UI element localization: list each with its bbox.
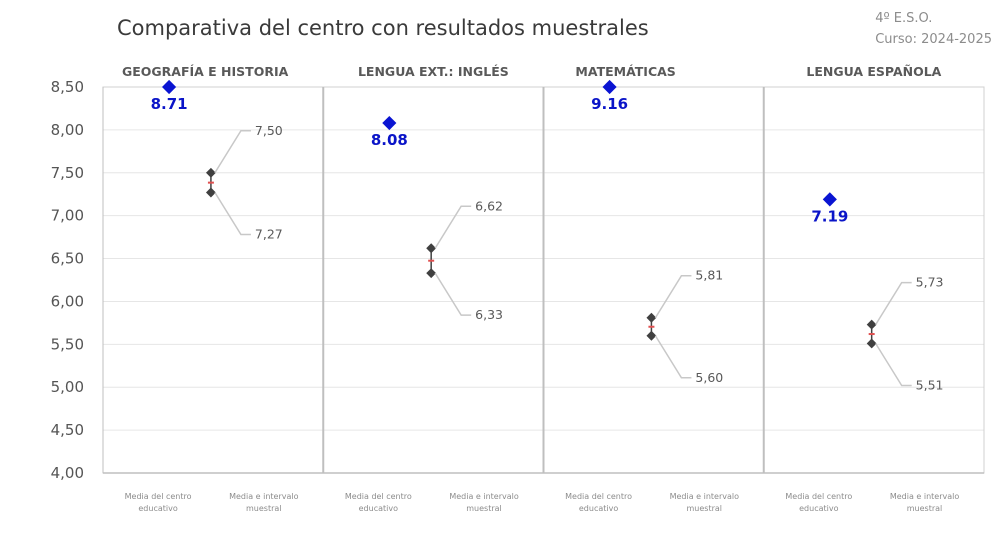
centre-mean-label: 9.16 bbox=[591, 95, 628, 113]
panel-title: MATEMÁTICAS bbox=[575, 64, 675, 79]
low-leader-line bbox=[434, 272, 472, 316]
sample-low-label: 5,51 bbox=[916, 377, 944, 392]
sample-high-marker bbox=[866, 319, 877, 330]
sample-high-label: 5,73 bbox=[916, 275, 944, 290]
low-leader-line bbox=[214, 192, 251, 236]
centre-mean-point bbox=[822, 192, 837, 207]
sample-low-label: 5,60 bbox=[695, 370, 723, 385]
low-leader-line bbox=[654, 335, 692, 379]
sample-high-marker bbox=[646, 312, 657, 323]
centre-mean-point bbox=[602, 79, 617, 95]
x-category-label: Media e intervalo muestral bbox=[890, 492, 960, 513]
sample-low-marker bbox=[426, 268, 437, 279]
high-leader-line bbox=[214, 130, 251, 174]
y-tick-label: 4,50 bbox=[51, 421, 84, 439]
sample-low-label: 6,33 bbox=[475, 307, 503, 322]
centre-mean-point bbox=[162, 79, 177, 95]
y-tick-label: 7,00 bbox=[51, 207, 84, 225]
subject-panel: GEOGRAFÍA E HISTORIA Media del centro educ… bbox=[122, 64, 299, 513]
centre-mean-label: 8.08 bbox=[371, 131, 408, 149]
sample-high-marker bbox=[426, 243, 437, 254]
y-tick-label: 5,00 bbox=[51, 378, 84, 396]
sample-high-label: 7,50 bbox=[255, 123, 283, 138]
y-tick-label: 6,50 bbox=[51, 250, 84, 268]
sample-high-label: 5,81 bbox=[695, 268, 723, 283]
report-meta: 4º E.S.O. Curso: 2024-2025 bbox=[875, 8, 992, 50]
subject-panel: MATEMÁTICAS Media del centro educativo Medi… bbox=[542, 64, 740, 513]
sample-low-label: 7,27 bbox=[255, 227, 283, 242]
x-category-label: Media del centro educativo bbox=[125, 492, 192, 513]
sample-low-marker bbox=[205, 187, 216, 198]
x-category-label: Media del centro educativo bbox=[565, 492, 632, 513]
chart-title: Comparativa del centro con resultados mu… bbox=[117, 16, 649, 40]
y-tick-label: 8,50 bbox=[51, 78, 84, 96]
sample-high-marker bbox=[205, 167, 216, 178]
low-leader-line bbox=[875, 343, 912, 387]
grade-label: 4º E.S.O. bbox=[875, 11, 933, 26]
subject-panel: LENGUA EXT.: INGLÉS Media del centro educa… bbox=[322, 64, 519, 513]
centre-mean-label: 8.71 bbox=[151, 95, 188, 113]
y-tick-label: 8,00 bbox=[51, 121, 84, 139]
panel-title: GEOGRAFÍA E HISTORIA bbox=[122, 64, 289, 79]
x-category-label: Media del centro educativo bbox=[345, 492, 412, 513]
panel-title: LENGUA EXT.: INGLÉS bbox=[358, 64, 509, 79]
sample-low-marker bbox=[646, 330, 657, 341]
y-tick-label: 4,00 bbox=[51, 464, 84, 482]
y-tick-label: 6,00 bbox=[51, 292, 84, 310]
sample-high-label: 6,62 bbox=[475, 198, 503, 213]
x-category-label: Media del centro educativo bbox=[785, 492, 852, 513]
course-label: Curso: 2024-2025 bbox=[875, 32, 992, 47]
subject-panel: LENGUA ESPAÑOLA Media del centro educativo… bbox=[762, 64, 960, 513]
centre-mean-point bbox=[382, 115, 397, 131]
high-leader-line bbox=[434, 205, 472, 249]
sample-low-marker bbox=[866, 338, 877, 349]
high-leader-line bbox=[654, 274, 692, 319]
panel-title: LENGUA ESPAÑOLA bbox=[806, 64, 941, 79]
x-category-label: Media e intervalo muestral bbox=[229, 492, 299, 513]
y-tick-label: 5,50 bbox=[51, 335, 84, 353]
high-leader-line bbox=[875, 281, 912, 325]
subject-panels: GEOGRAFÍA E HISTORIA Media del centro educ… bbox=[122, 64, 959, 513]
y-tick-label: 7,50 bbox=[51, 164, 84, 182]
centre-mean-label: 7.19 bbox=[811, 207, 848, 225]
x-category-label: Media e intervalo muestral bbox=[449, 492, 519, 513]
y-axis-ticks: 4,00 4,50 5,00 5,50 6,00 6,50 7,00 7,50 8,00 8,50 bbox=[51, 78, 84, 482]
x-category-label: Media e intervalo muestral bbox=[670, 492, 740, 513]
